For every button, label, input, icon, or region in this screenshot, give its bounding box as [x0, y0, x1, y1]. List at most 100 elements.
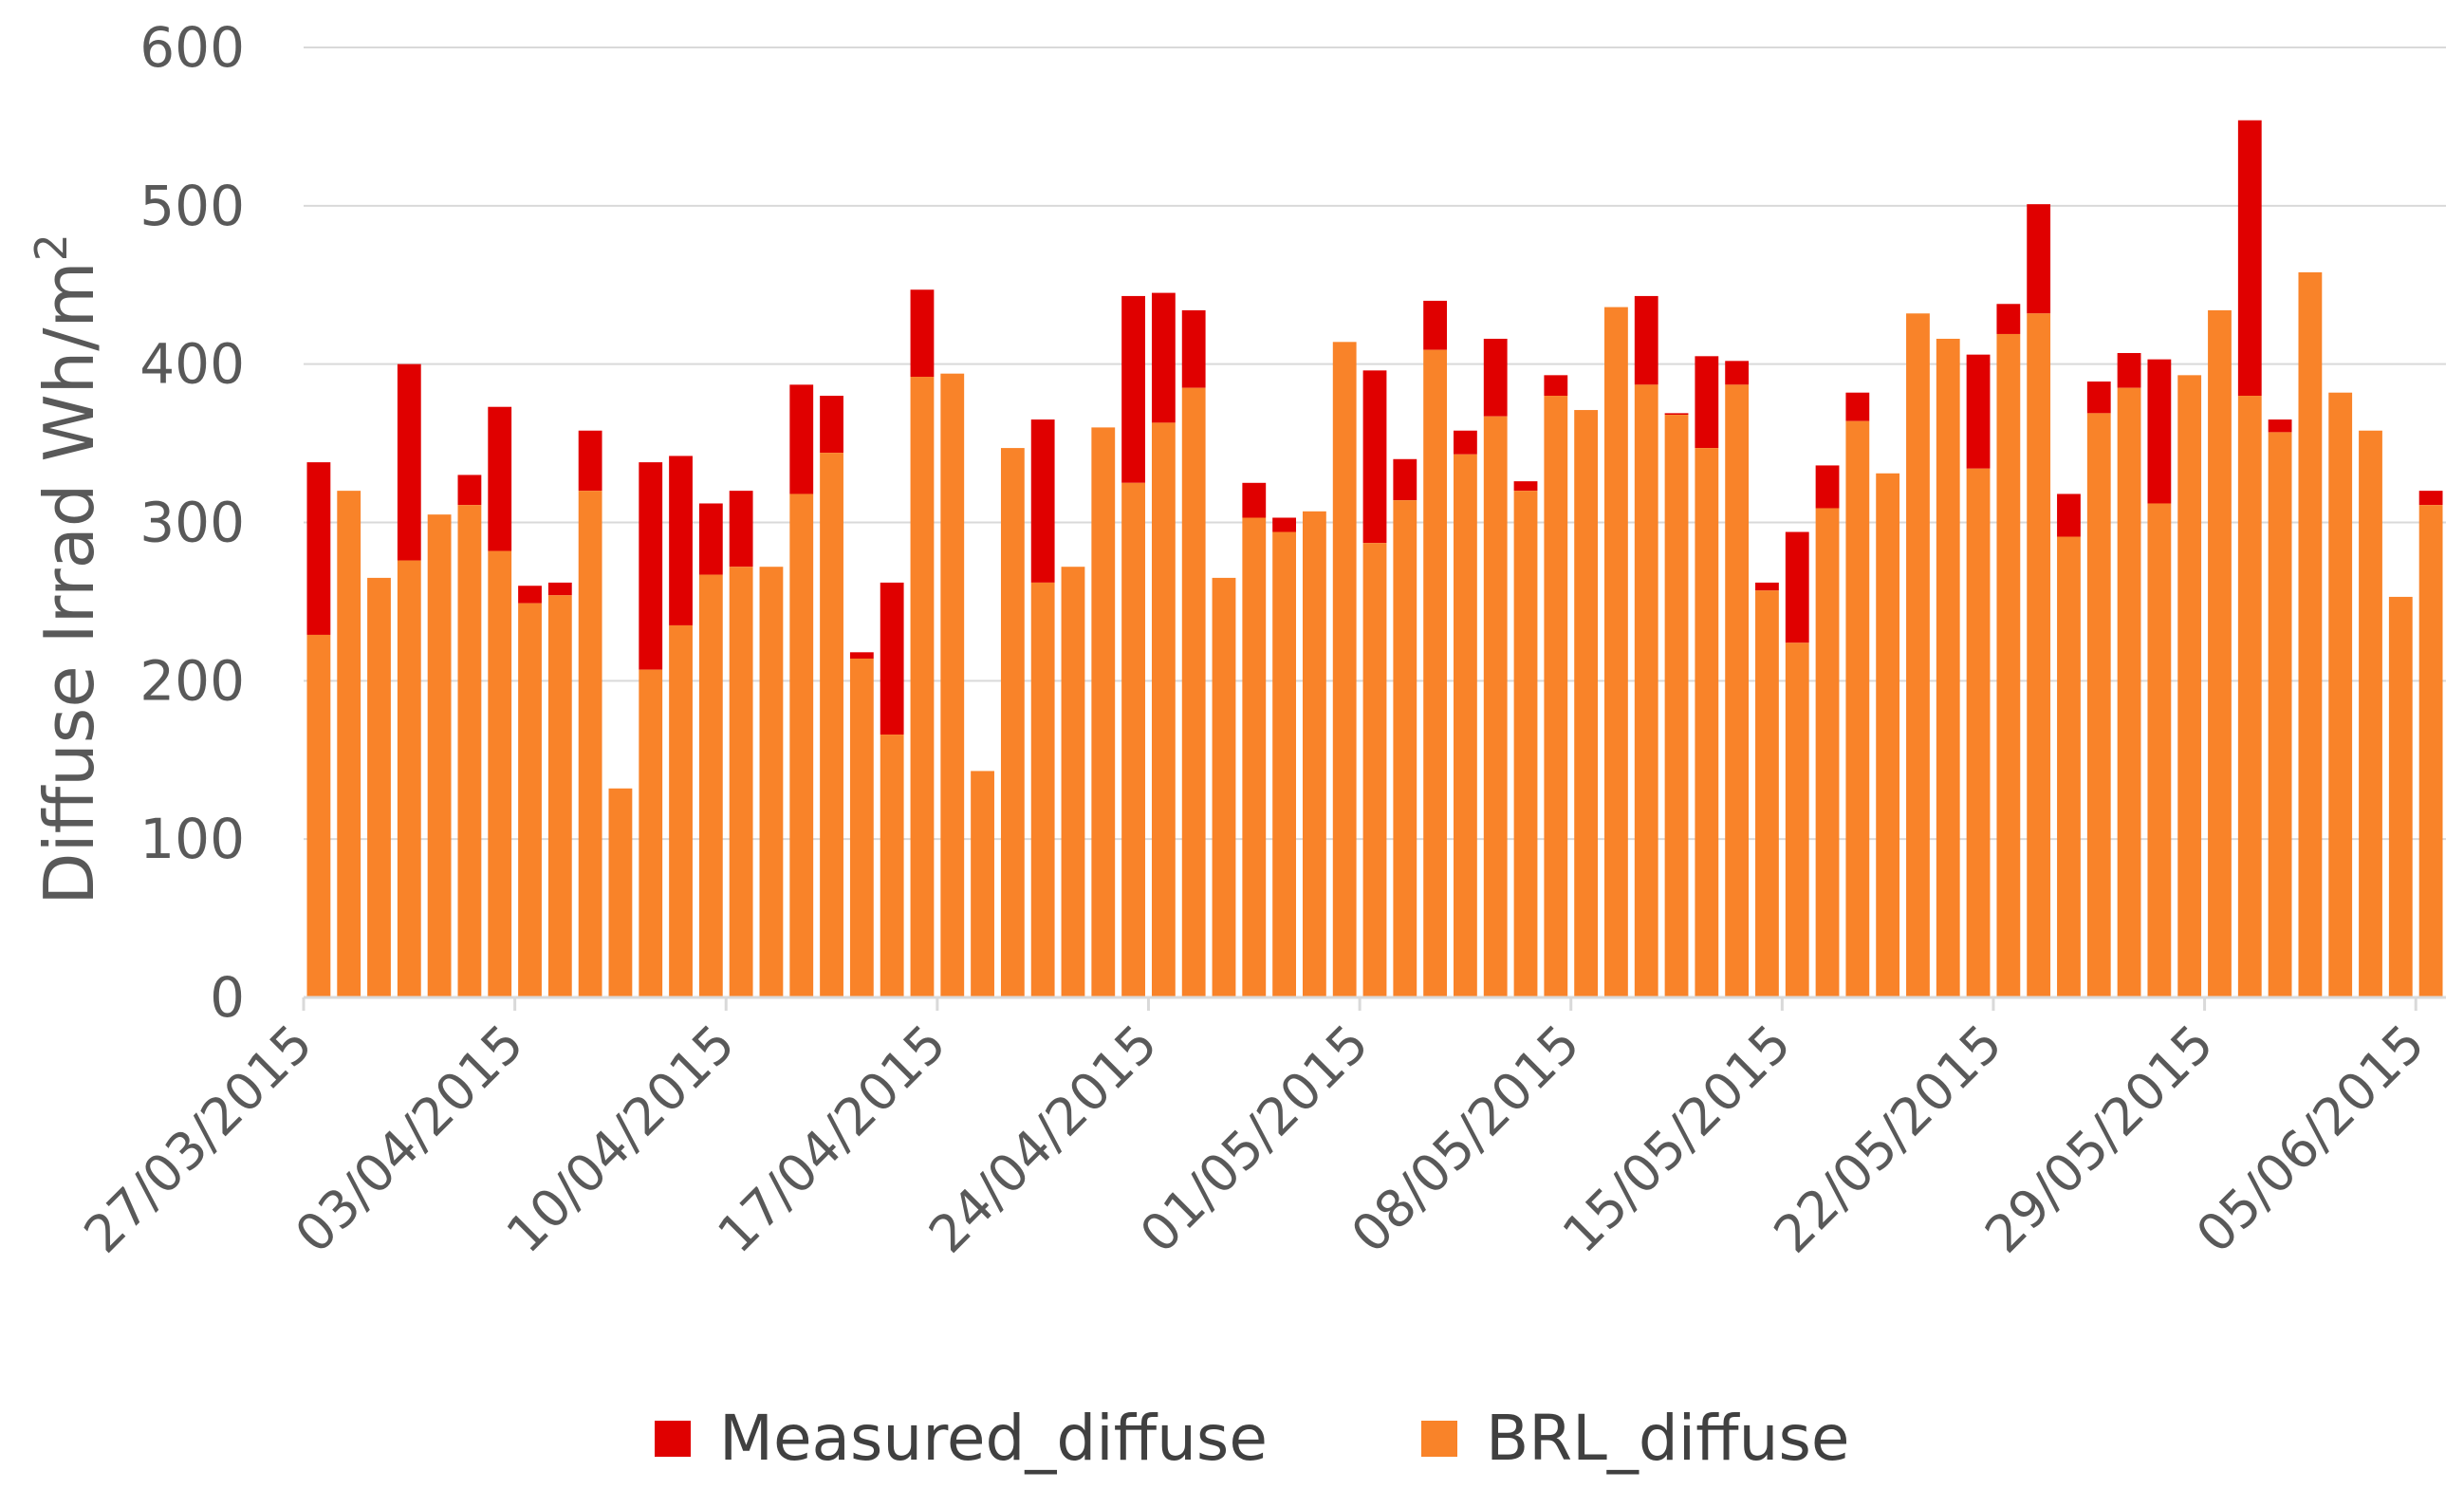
bar-measured-diffuse	[1030, 419, 1055, 583]
x-tick-label: 08/05/2015	[1340, 1014, 1591, 1265]
bar-measured-diffuse	[1996, 304, 2021, 334]
bar-brl-diffuse	[2359, 430, 2382, 997]
y-tick-label: 200	[139, 648, 245, 713]
bar-measured-diffuse	[1242, 482, 1267, 518]
bar-brl-diffuse	[880, 735, 904, 997]
bar-brl-diffuse	[1121, 482, 1145, 998]
bar-brl-diffuse	[1604, 307, 1628, 997]
bar-measured-diffuse	[1544, 375, 1568, 397]
bar-measured-diffuse	[397, 363, 421, 561]
bar-measured-diffuse	[1362, 370, 1387, 544]
bar-measured-diffuse	[729, 491, 753, 568]
bar-measured-diffuse	[1121, 295, 1145, 483]
bar-measured-diffuse	[698, 503, 723, 575]
bar-measured-diffuse	[789, 384, 814, 494]
bar-brl-diffuse	[820, 453, 843, 997]
bar-brl-diffuse	[427, 514, 452, 997]
bar-brl-diffuse	[1212, 577, 1236, 997]
bar-measured-diffuse	[820, 396, 843, 454]
y-axis-label: Diffuse Irrad Wh/m2	[26, 233, 109, 905]
bar-brl-diffuse	[457, 505, 482, 997]
y-tick-label: 500	[139, 174, 245, 238]
bar-brl-diffuse	[849, 658, 874, 997]
bar-measured-diffuse	[2237, 120, 2262, 397]
bar-brl-diffuse	[2057, 536, 2081, 997]
bar-measured-diffuse	[2268, 419, 2292, 433]
bar-brl-diffuse	[910, 377, 935, 998]
bar-measured-diffuse	[578, 430, 602, 492]
x-tick-label: 24/04/2015	[917, 1014, 1169, 1265]
bar-measured-diffuse	[880, 582, 904, 735]
bar-brl-diffuse	[1393, 500, 1417, 997]
bar-brl-diffuse	[397, 560, 421, 997]
bar-measured-diffuse	[488, 406, 512, 551]
bar-brl-diffuse	[367, 577, 391, 997]
bars	[306, 120, 2443, 998]
x-tick-label: 27/03/2015	[73, 1014, 324, 1265]
legend-label-measured: Measured_diffuse	[719, 1402, 1268, 1475]
bar-brl-diffuse	[759, 567, 784, 997]
bar-measured-diffuse	[1272, 517, 1296, 532]
bar-brl-diffuse	[1513, 491, 1538, 997]
bar-measured-diffuse	[1151, 292, 1176, 423]
bar-brl-diffuse	[2177, 375, 2202, 998]
bar-measured-diffuse	[1483, 338, 1508, 417]
bar-measured-diffuse	[2147, 359, 2172, 504]
bar-brl-diffuse	[1272, 531, 1296, 997]
bar-measured-diffuse	[1454, 430, 1477, 455]
bar-measured-diffuse	[1815, 465, 1840, 509]
bar-brl-diffuse	[2418, 505, 2443, 997]
x-tick-label: 29/05/2015	[1973, 1014, 2225, 1265]
bar-measured-diffuse	[1664, 413, 1689, 416]
bar-brl-diffuse	[669, 624, 693, 997]
x-tick-label: 01/05/2015	[1129, 1014, 1380, 1265]
bar-brl-diffuse	[518, 603, 542, 997]
x-tick-labels: 27/03/201503/04/201510/04/201517/04/2015…	[73, 997, 2436, 1264]
bar-brl-diffuse	[1544, 396, 1568, 997]
bar-brl-diffuse	[1755, 590, 1779, 997]
bar-measured-diffuse	[639, 462, 663, 670]
x-tick-label: 10/04/2015	[495, 1014, 747, 1265]
bar-measured-diffuse	[547, 582, 572, 596]
bar-measured-diffuse	[669, 456, 693, 625]
bar-brl-diffuse	[1936, 338, 1960, 997]
bar-brl-diffuse	[1000, 448, 1025, 997]
bar-brl-diffuse	[2328, 392, 2353, 997]
bar-brl-diffuse	[2117, 387, 2141, 998]
bar-brl-diffuse	[1483, 416, 1508, 997]
bar-measured-diffuse	[2117, 352, 2141, 388]
bar-brl-diffuse	[1332, 342, 1357, 997]
bar-brl-diffuse	[1030, 582, 1055, 997]
bar-measured-diffuse	[2086, 382, 2111, 414]
bar-measured-diffuse	[1513, 481, 1538, 492]
bar-brl-diffuse	[608, 788, 633, 997]
y-tick-label: 0	[210, 965, 245, 1030]
bar-brl-diffuse	[1181, 387, 1206, 998]
legend-label-brl: BRL_diffuse	[1486, 1402, 1849, 1475]
bar-measured-diffuse	[1181, 309, 1206, 388]
bar-brl-diffuse	[1151, 422, 1176, 997]
bar-brl-diffuse	[1423, 349, 1448, 997]
bar-brl-diffuse	[337, 491, 361, 997]
bar-measured-diffuse	[1634, 295, 1658, 385]
bar-brl-diffuse	[1061, 567, 1085, 997]
bar-brl-diffuse	[2147, 503, 2172, 997]
bar-brl-diffuse	[1695, 448, 1719, 997]
x-tick-label: 03/04/2015	[284, 1014, 535, 1265]
bar-brl-diffuse	[1362, 543, 1387, 997]
bar-brl-diffuse	[729, 567, 753, 997]
bar-brl-diffuse	[488, 550, 512, 997]
bar-brl-diffuse	[1906, 313, 1930, 997]
y-tick-label: 300	[139, 491, 245, 555]
bar-measured-diffuse	[1725, 361, 1750, 385]
bar-brl-diffuse	[2298, 271, 2323, 997]
bar-brl-diffuse	[578, 491, 602, 997]
bar-brl-diffuse	[1091, 427, 1116, 997]
bar-measured-diffuse	[1755, 582, 1779, 591]
bar-measured-diffuse	[1966, 354, 1991, 469]
legend: Measured_diffuse BRL_diffuse	[655, 1402, 1849, 1475]
bar-measured-diffuse	[910, 289, 935, 378]
bar-measured-diffuse	[2418, 491, 2443, 506]
bar-brl-diffuse	[547, 595, 572, 997]
